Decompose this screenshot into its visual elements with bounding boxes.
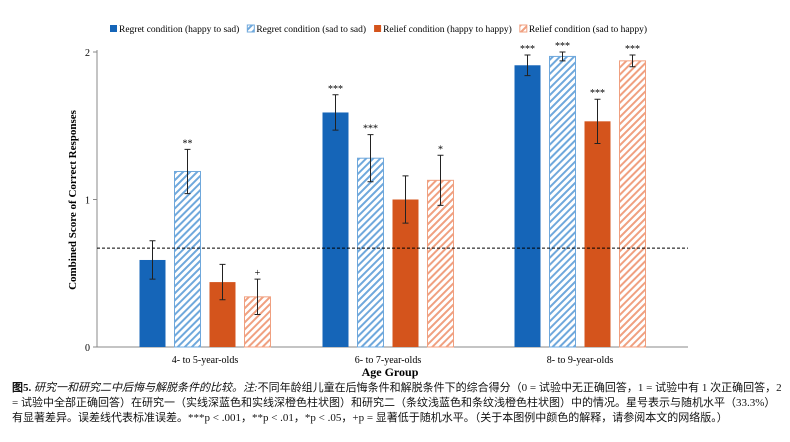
significance-label: *** <box>520 44 535 55</box>
error-bar <box>254 278 261 316</box>
error-bar <box>402 175 409 224</box>
caption-title: 研究一和研究二中后悔与解脱条件的比较。注: <box>34 382 258 394</box>
bar <box>174 170 201 348</box>
significance-label: *** <box>625 44 640 55</box>
significance-label: + <box>255 268 261 279</box>
legend: Regret condition (happy to sad) Regret co… <box>110 24 647 35</box>
significance-label: * <box>438 144 443 155</box>
error-bar <box>629 54 636 68</box>
bar <box>514 65 541 348</box>
x-tick-label: 6- to 7-year-olds <box>355 355 422 366</box>
bar <box>392 199 419 347</box>
legend-swatch <box>519 24 528 33</box>
error-bar <box>594 98 601 144</box>
error-bar <box>367 134 374 183</box>
significance-label: ** <box>183 138 193 149</box>
legend-swatch <box>110 25 117 32</box>
legend-entry: Regret condition (happy to sad) <box>119 24 239 35</box>
y-axis-label: Combined Score of Correct Responses <box>67 109 79 290</box>
error-bar <box>149 240 156 280</box>
error-bar <box>437 154 444 206</box>
significance-label: *** <box>590 88 605 99</box>
bar <box>322 112 349 347</box>
error-bar <box>332 94 339 131</box>
bar <box>427 179 454 348</box>
legend-entry: Regret condition (sad to sad) <box>256 24 366 35</box>
significance-label: *** <box>363 124 378 135</box>
bar-chart: Regret condition (happy to sad) Regret co… <box>67 24 688 379</box>
significance-label: *** <box>555 41 570 52</box>
x-tick-label: 8- to 9-year-olds <box>547 355 614 366</box>
caption-label: 图5. <box>12 382 32 394</box>
legend-entry: Relief condition (sad to happy) <box>529 24 647 35</box>
figure-caption: 图5. 研究一和研究二中后悔与解脱条件的比较。注:不同年龄组儿童在后悔条件和解脱… <box>12 381 782 426</box>
x-axis-label: Age Group <box>362 365 419 379</box>
y-tick-label: 2 <box>85 48 90 59</box>
error-bar <box>219 263 226 301</box>
error-bar <box>184 148 191 195</box>
legend-swatch <box>374 25 382 32</box>
y-tick-label: 1 <box>85 196 90 207</box>
bar <box>357 157 384 348</box>
bar <box>584 121 611 347</box>
error-bar <box>524 54 531 77</box>
legend-swatch <box>246 24 255 33</box>
x-tick-label: 4- to 5-year-olds <box>172 355 239 366</box>
legend-entry: Relief condition (happy to happy) <box>383 24 512 35</box>
caption-body: 不同年龄组儿童在后悔条件和解脱条件下的综合得分（0 = 试验中无正确回答，1 =… <box>12 382 782 424</box>
bar <box>549 55 576 348</box>
significance-label: *** <box>328 84 343 95</box>
error-bar <box>559 51 566 62</box>
y-tick-label: 0 <box>85 343 90 354</box>
bar <box>619 60 646 348</box>
